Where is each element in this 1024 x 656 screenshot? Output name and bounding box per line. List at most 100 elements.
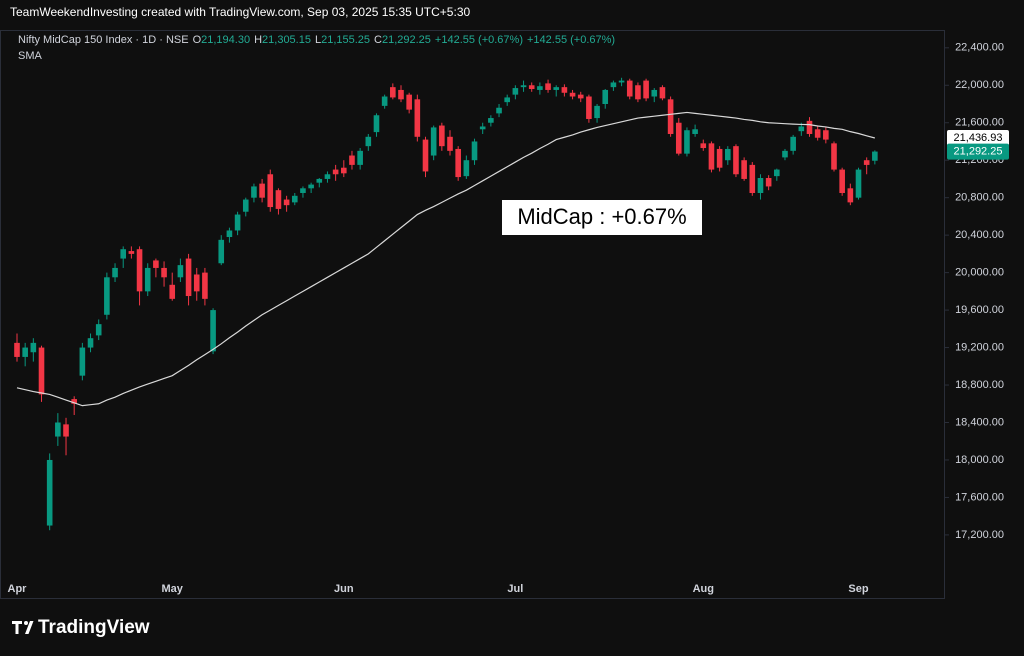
candle-body <box>537 86 543 90</box>
y-tick-label: 17,600.00 <box>955 491 1004 503</box>
candle-body <box>806 120 813 134</box>
brand-name: TradingView <box>38 617 150 638</box>
candle-body <box>675 122 682 154</box>
y-tick-label: 19,600.00 <box>955 304 1004 316</box>
candle-body <box>218 239 225 264</box>
candle-body <box>479 126 486 130</box>
candle-body <box>561 87 568 93</box>
candle-body <box>716 148 723 168</box>
candle-body <box>594 105 600 119</box>
candle-body <box>569 92 576 97</box>
candle-body <box>202 272 208 299</box>
ohlc-key: L <box>315 34 321 46</box>
candle-body <box>790 136 796 151</box>
candle-body <box>55 422 61 437</box>
candle-body <box>71 399 77 404</box>
caption: TeamWeekendInvesting created with Tradin… <box>10 5 470 19</box>
candle-body <box>692 129 698 134</box>
candle-body <box>602 89 609 105</box>
candle-body <box>185 258 192 297</box>
candle-body <box>847 188 854 203</box>
candle-body <box>488 118 494 123</box>
y-tick-label: 18,000.00 <box>955 454 1004 466</box>
y-tick-label: 22,000.00 <box>955 79 1004 91</box>
candle-body <box>22 347 28 357</box>
candle-body <box>471 141 478 161</box>
candle-body <box>259 183 265 198</box>
candle-body <box>414 99 421 137</box>
ohlc-key: H <box>254 34 262 46</box>
candle-body <box>128 251 135 254</box>
sma-line <box>16 111 876 407</box>
logo-icon <box>12 621 34 634</box>
sma-price-label: 21,436.93 <box>954 132 1003 144</box>
candle-body <box>161 267 167 278</box>
candle-body <box>341 167 347 174</box>
candle-body <box>757 178 764 193</box>
candle-body <box>267 174 274 208</box>
ohlc-value: 21,292.25 <box>382 34 431 46</box>
legend-title: Nifty MidCap 150 Index · 1D · NSE <box>18 34 189 46</box>
candle-body <box>528 85 535 90</box>
brand-logo: TradingView <box>12 617 150 638</box>
candle-body <box>520 85 527 88</box>
y-tick-label: 19,200.00 <box>955 341 1004 353</box>
candle-body <box>308 184 314 189</box>
candle-body <box>872 151 878 161</box>
candle-body <box>30 342 37 353</box>
candle-body <box>855 169 862 198</box>
candle-body <box>291 195 298 203</box>
candle-body <box>234 214 241 231</box>
candle-body <box>398 89 404 100</box>
y-tick-label: 20,000.00 <box>955 267 1004 279</box>
candle-body <box>242 199 249 212</box>
x-tick-label: Sep <box>848 583 868 595</box>
candle-body <box>700 143 707 149</box>
candle-body <box>643 80 649 99</box>
y-tick-label: 21,600.00 <box>955 117 1004 129</box>
candle-body <box>741 160 747 179</box>
candle-body <box>63 424 69 437</box>
candle-body <box>635 85 641 100</box>
candle-body <box>144 267 151 292</box>
candle-body <box>14 342 20 357</box>
candle-body <box>651 89 658 97</box>
candle-body <box>545 83 551 90</box>
candle-body <box>46 459 53 526</box>
ohlc-value: 21,305.15 <box>262 34 311 46</box>
ohlc-key: O <box>193 34 202 46</box>
candle-body <box>349 155 355 165</box>
candle-body <box>332 169 339 175</box>
candle-body <box>455 148 461 178</box>
candle-body <box>553 87 560 90</box>
candles <box>14 77 878 531</box>
annotation-box <box>502 200 702 235</box>
candle-body <box>863 160 870 165</box>
last-price-label: 21,292.25 <box>954 145 1003 157</box>
candle-body <box>774 169 780 177</box>
candle-body <box>504 97 510 103</box>
candle-body <box>618 80 625 83</box>
change-label: +142.55 (+0.67%) <box>435 34 523 46</box>
candle-body <box>667 99 674 134</box>
logo-dot <box>24 621 28 625</box>
candle-body <box>798 126 805 132</box>
candle-body <box>120 249 127 259</box>
ohlc-value: 21,194.30 <box>201 34 250 46</box>
candle-body <box>831 143 837 170</box>
candle-body <box>226 230 233 238</box>
candle-body <box>439 125 445 147</box>
sma-price-box <box>947 130 1009 147</box>
candle-body <box>251 186 257 198</box>
x-tick-label: Jun <box>334 583 354 595</box>
candle-body <box>823 130 829 140</box>
candle-body <box>357 150 363 165</box>
candle-body <box>390 87 396 98</box>
candle-body <box>512 88 519 95</box>
candle-body <box>406 94 412 110</box>
candle-body <box>610 82 617 88</box>
candle-body <box>724 148 731 161</box>
x-tick-label: May <box>162 583 184 595</box>
